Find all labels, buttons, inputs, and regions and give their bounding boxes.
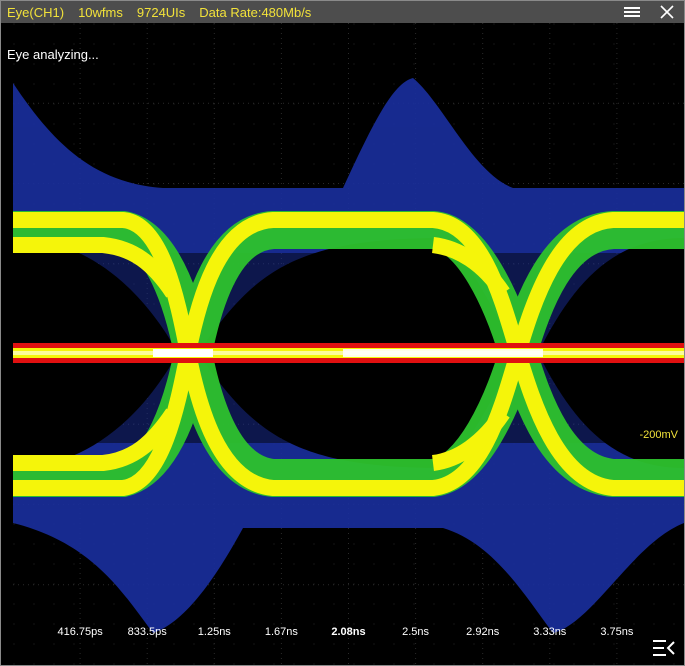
x-tick-label: 3.33ns bbox=[533, 626, 567, 638]
data-rate: Data Rate:480Mb/s bbox=[199, 4, 312, 20]
x-tick-label: 833.5ps bbox=[127, 626, 167, 638]
title-bar: Eye(CH1) 10wfms 9724UIs Data Rate:480Mb/… bbox=[1, 1, 684, 23]
analysis-status: Eye analyzing... bbox=[7, 47, 99, 62]
x-tick-label: 2.92ns bbox=[466, 626, 500, 638]
x-tick-label: 1.67ns bbox=[264, 626, 298, 638]
x-tick-label: 1.25ns bbox=[197, 626, 231, 638]
hamburger-menu-icon[interactable] bbox=[619, 1, 645, 23]
eye-diagram-svg bbox=[13, 23, 684, 665]
channel-label: Eye(CH1) bbox=[7, 4, 65, 20]
x-tick-label: 2.08ns bbox=[331, 626, 366, 638]
waveform-count: 10wfms bbox=[78, 4, 123, 20]
ui-count: 9724UIs bbox=[136, 4, 186, 20]
close-icon[interactable] bbox=[654, 1, 680, 23]
x-tick-label: 3.75ns bbox=[600, 626, 634, 638]
x-tick-label: 2.5ns bbox=[402, 626, 430, 638]
y-label-neg200mv: -200mV bbox=[639, 429, 678, 441]
x-tick-label: 416.75ps bbox=[57, 626, 103, 638]
panel-expand-icon[interactable] bbox=[652, 639, 676, 657]
eye-plot-area bbox=[13, 23, 684, 665]
yellow-traces bbox=[13, 212, 684, 496]
center-threshold-line bbox=[13, 343, 684, 363]
